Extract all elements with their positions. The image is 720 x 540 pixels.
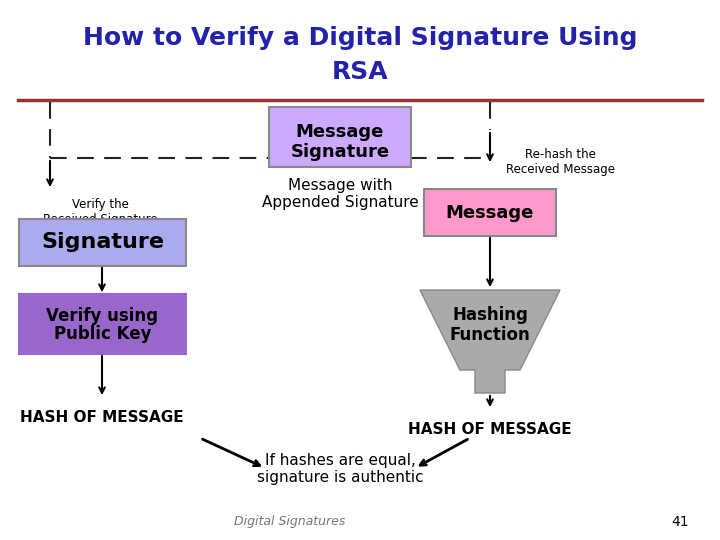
Text: Verify using: Verify using xyxy=(47,307,158,325)
FancyBboxPatch shape xyxy=(269,107,411,167)
FancyBboxPatch shape xyxy=(19,294,186,354)
Text: HASH OF MESSAGE: HASH OF MESSAGE xyxy=(20,410,184,425)
Text: Verify the
Received Signature: Verify the Received Signature xyxy=(42,198,157,226)
Text: Re-hash the
Received Message: Re-hash the Received Message xyxy=(505,148,614,176)
Text: Public Key: Public Key xyxy=(54,325,151,343)
Text: 41: 41 xyxy=(671,515,689,529)
FancyBboxPatch shape xyxy=(424,189,556,236)
Text: How to Verify a Digital Signature Using: How to Verify a Digital Signature Using xyxy=(83,26,637,50)
FancyBboxPatch shape xyxy=(19,219,186,266)
Text: Digital Signatures: Digital Signatures xyxy=(234,516,346,529)
Text: Signature: Signature xyxy=(290,143,390,161)
Text: HASH OF MESSAGE: HASH OF MESSAGE xyxy=(408,422,572,437)
Text: Message: Message xyxy=(296,123,384,141)
Text: Message: Message xyxy=(446,204,534,221)
Text: If hashes are equal,
signature is authentic: If hashes are equal, signature is authen… xyxy=(257,453,423,485)
Text: RSA: RSA xyxy=(332,60,388,84)
Polygon shape xyxy=(420,290,560,393)
Text: Signature: Signature xyxy=(41,233,164,253)
Text: Hashing
Function: Hashing Function xyxy=(449,306,531,345)
Text: Message with
Appended Signature: Message with Appended Signature xyxy=(261,178,418,211)
